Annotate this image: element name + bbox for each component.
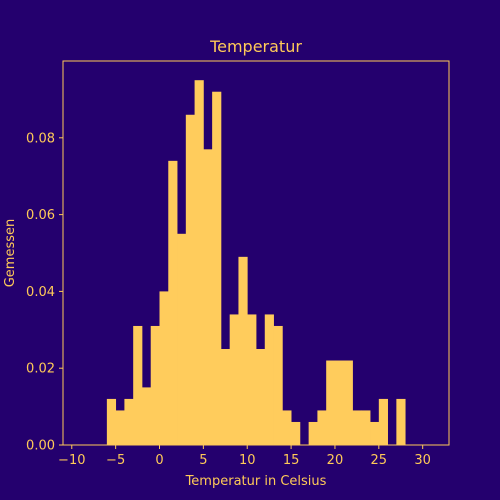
y-tick-label: 0.06 (26, 208, 55, 223)
histogram-bar (308, 421, 318, 445)
histogram-bar (229, 314, 239, 445)
histogram-bar (317, 410, 327, 445)
x-tick-label: 20 (327, 453, 344, 468)
histogram-bar (343, 360, 353, 445)
histogram-bar (133, 325, 143, 445)
histogram-bar (378, 398, 388, 445)
histogram-bar (124, 398, 134, 445)
histogram-bar (168, 160, 178, 445)
x-tick-label: 25 (371, 453, 388, 468)
histogram-bar (212, 91, 222, 445)
histogram-bar (291, 421, 301, 445)
histogram-bar (220, 349, 231, 445)
x-tick-label: 30 (414, 453, 431, 468)
histogram-bar (194, 80, 204, 445)
histogram-bar (238, 256, 248, 445)
x-tick-label: 15 (283, 453, 300, 468)
chart-title: Temperatur (209, 37, 302, 56)
histogram-bar (177, 233, 187, 445)
histogram-bars (106, 80, 406, 445)
axes (62, 60, 450, 446)
histogram-bar (334, 360, 345, 445)
histogram-bar (141, 387, 152, 445)
histogram-bar (106, 398, 117, 445)
histogram-bar (273, 325, 283, 445)
histogram-bar (185, 114, 195, 445)
y-axis-label: Gemessen (3, 219, 18, 288)
x-axis-label: Temperatur in Celsius (185, 474, 327, 489)
y-tick-label: 0.02 (26, 362, 55, 377)
x-tick-label: 0 (155, 453, 163, 468)
histogram-bar (150, 325, 160, 445)
x-tick-label: 10 (239, 453, 256, 468)
histogram-bar (326, 360, 336, 445)
histogram-bar (352, 410, 362, 445)
y-tick-label: 0.00 (26, 439, 55, 454)
histogram-bar (159, 291, 169, 445)
y-tick-label: 0.04 (26, 285, 55, 300)
histogram-bar (361, 410, 371, 445)
histogram-bar (247, 314, 257, 445)
plot-frame (62, 60, 450, 446)
histogram-bar (203, 149, 213, 445)
x-tick-label: 5 (199, 453, 207, 468)
histogram-bar (396, 398, 406, 445)
y-axis-ticks: 0.00 0.02 0.04 0.06 0.08 (26, 131, 63, 454)
histogram-bar (264, 314, 274, 445)
histogram-bar (282, 410, 292, 445)
y-tick-label: 0.08 (26, 131, 55, 146)
histogram-bar (115, 410, 125, 445)
x-tick-label: −10 (58, 453, 85, 468)
x-axis-ticks: −10 −5 0 5 10 15 20 25 30 (58, 445, 431, 468)
x-tick-label: −5 (106, 453, 125, 468)
histogram-bar (256, 349, 266, 445)
histogram-bar (370, 421, 380, 445)
